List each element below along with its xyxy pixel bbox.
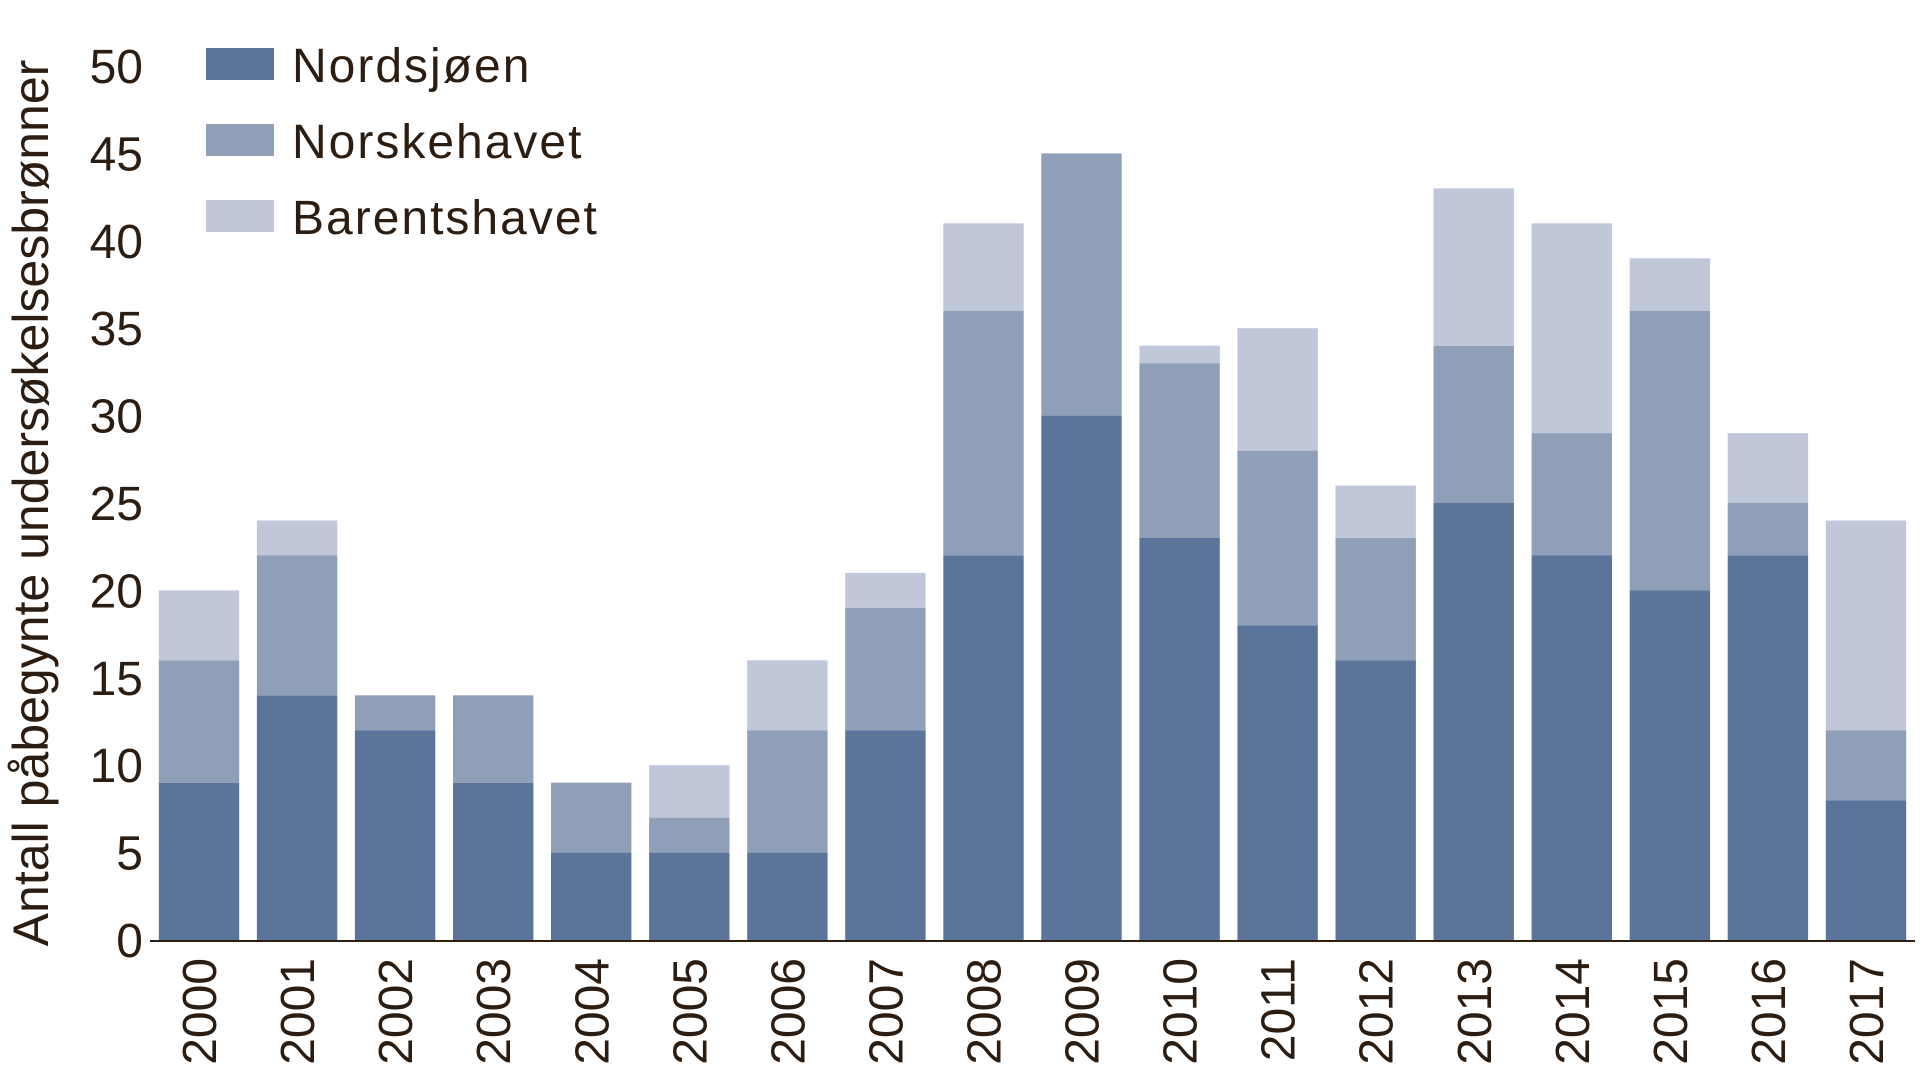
bar-2010-series-2 bbox=[1139, 345, 1220, 364]
bar-2017-series-1 bbox=[1825, 730, 1907, 801]
bar-2000-series-1 bbox=[158, 660, 240, 783]
legend-swatch-2 bbox=[206, 200, 274, 232]
x-tick-label-2014: 2014 bbox=[1547, 958, 1600, 1065]
bar-2010-series-0 bbox=[1139, 538, 1220, 940]
bar-2000-series-0 bbox=[158, 782, 240, 940]
bar-2001-series-2 bbox=[256, 520, 338, 556]
bar-2013-series-1 bbox=[1433, 345, 1514, 503]
y-tick-label: 0 bbox=[116, 915, 143, 968]
bar-2017-series-2 bbox=[1825, 520, 1907, 731]
bar-2011-series-2 bbox=[1237, 328, 1318, 451]
bar-2011-series-0 bbox=[1237, 625, 1318, 940]
legend: Nordsjøen Norskehavet Barentshavet bbox=[206, 40, 599, 245]
bar-2016-series-0 bbox=[1727, 555, 1809, 940]
legend-label-2: Barentshavet bbox=[292, 192, 599, 245]
y-tick-label: 25 bbox=[90, 478, 143, 531]
y-tick-label: 5 bbox=[116, 828, 143, 881]
bar-2011-series-1 bbox=[1237, 450, 1318, 626]
x-tick-label-2005: 2005 bbox=[664, 958, 717, 1065]
y-tick-label: 10 bbox=[90, 740, 143, 793]
y-tick-label: 35 bbox=[90, 303, 143, 356]
bar-2014-series-1 bbox=[1531, 433, 1612, 556]
x-tick-label-2007: 2007 bbox=[860, 958, 913, 1065]
x-tick-label-2013: 2013 bbox=[1449, 958, 1502, 1065]
bar-2014-series-0 bbox=[1531, 555, 1612, 940]
legend-swatch-0 bbox=[206, 48, 274, 80]
bar-2001-series-0 bbox=[256, 695, 338, 940]
x-tick-label-2003: 2003 bbox=[468, 958, 521, 1065]
bar-2006-series-0 bbox=[747, 852, 828, 940]
bar-2005-series-2 bbox=[649, 765, 730, 818]
bar-2014-series-2 bbox=[1531, 223, 1612, 434]
legend-label-1: Norskehavet bbox=[292, 116, 583, 169]
bar-2006-series-1 bbox=[747, 730, 828, 853]
x-tick-label-2015: 2015 bbox=[1645, 958, 1698, 1065]
bar-2002-series-1 bbox=[354, 695, 436, 731]
bar-2005-series-0 bbox=[649, 852, 730, 940]
x-tick-label-2017: 2017 bbox=[1841, 958, 1894, 1065]
bar-2004-series-0 bbox=[551, 852, 632, 940]
y-tick-label: 45 bbox=[90, 128, 143, 181]
y-tick-label: 30 bbox=[90, 391, 143, 444]
bar-2016-series-2 bbox=[1727, 433, 1809, 503]
bars-group bbox=[158, 153, 1907, 941]
bar-2009-series-1 bbox=[1041, 153, 1122, 416]
x-tick-label-2008: 2008 bbox=[959, 958, 1012, 1065]
y-tick-label: 20 bbox=[90, 565, 143, 618]
bar-2004-series-1 bbox=[551, 782, 632, 853]
bar-2009-series-0 bbox=[1041, 415, 1122, 941]
bar-2005-series-1 bbox=[649, 817, 730, 853]
bar-2013-series-2 bbox=[1433, 188, 1514, 346]
y-tick-label: 50 bbox=[90, 41, 143, 94]
bar-2008-series-1 bbox=[943, 310, 1024, 556]
bar-2012-series-0 bbox=[1335, 660, 1416, 940]
bar-2015-series-1 bbox=[1629, 310, 1711, 591]
x-tick-label-2006: 2006 bbox=[762, 958, 815, 1065]
x-tick-label-2000: 2000 bbox=[174, 958, 227, 1065]
bar-2006-series-2 bbox=[747, 660, 828, 731]
x-axis-ticks: 2000 2001 2002 2003 2004 2005 2006 2007 2008 2009… bbox=[174, 958, 1894, 1065]
y-axis-ticks: 0 5 10 15 20 25 30 35 40 45 50 bbox=[90, 41, 143, 968]
bar-2000-series-2 bbox=[158, 590, 240, 661]
bar-2012-series-2 bbox=[1335, 485, 1416, 538]
bar-2002-series-0 bbox=[354, 730, 436, 940]
bar-2017-series-0 bbox=[1825, 800, 1907, 940]
bar-2008-series-0 bbox=[943, 555, 1024, 940]
bar-2010-series-1 bbox=[1139, 363, 1220, 538]
bar-2013-series-0 bbox=[1433, 503, 1514, 940]
bar-2015-series-2 bbox=[1629, 258, 1711, 311]
bar-2015-series-0 bbox=[1629, 590, 1711, 940]
bar-2008-series-2 bbox=[943, 223, 1024, 311]
bar-2007-series-0 bbox=[845, 730, 926, 940]
bar-2012-series-1 bbox=[1335, 538, 1416, 661]
x-tick-label-2004: 2004 bbox=[566, 958, 619, 1065]
y-tick-label: 40 bbox=[90, 216, 143, 269]
x-tick-label-2010: 2010 bbox=[1155, 958, 1208, 1065]
x-tick-label-2009: 2009 bbox=[1057, 958, 1110, 1065]
y-axis-title: Antall påbegynte undersøkelsesbrønner bbox=[3, 60, 59, 947]
y-tick-label: 15 bbox=[90, 653, 143, 706]
bar-2001-series-1 bbox=[256, 555, 338, 696]
legend-label-0: Nordsjøen bbox=[292, 40, 531, 93]
bar-2016-series-1 bbox=[1727, 503, 1809, 556]
x-tick-label-2016: 2016 bbox=[1743, 958, 1796, 1065]
x-tick-label-2011: 2011 bbox=[1253, 958, 1306, 1061]
bar-2007-series-1 bbox=[845, 607, 926, 731]
x-tick-label-2001: 2001 bbox=[272, 958, 325, 1065]
legend-swatch-1 bbox=[206, 124, 274, 156]
x-tick-label-2012: 2012 bbox=[1351, 958, 1404, 1065]
x-tick-label-2002: 2002 bbox=[370, 958, 423, 1065]
bar-2003-series-0 bbox=[453, 782, 534, 940]
bar-2007-series-2 bbox=[845, 572, 926, 608]
bar-2003-series-1 bbox=[453, 695, 534, 783]
